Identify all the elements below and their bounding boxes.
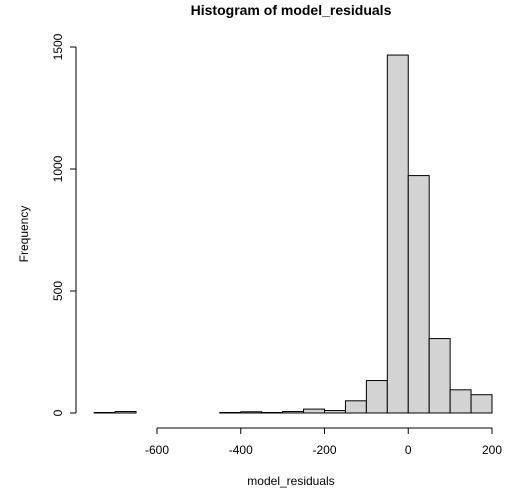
x-axis-label: model_residuals [247, 474, 334, 488]
y-tick-label: 1000 [51, 155, 65, 182]
x-tick-label: -600 [145, 443, 169, 457]
histogram-bar [449, 389, 472, 414]
y-axis-label: Frequency [17, 206, 31, 263]
histogram-bar [428, 338, 451, 414]
x-tick-label: -200 [312, 443, 336, 457]
chart-title: Histogram of model_residuals [191, 2, 392, 18]
histogram-bar [324, 410, 346, 414]
y-tick-label: 1500 [51, 33, 65, 60]
histogram-bar [114, 411, 137, 414]
histogram-bar [282, 411, 305, 414]
x-tick-label: 0 [405, 443, 412, 457]
y-tick-label: 0 [51, 409, 65, 416]
histogram-bar [344, 400, 367, 414]
histogram-bar [386, 54, 409, 414]
histogram-bar [470, 394, 493, 414]
bars-group [93, 54, 493, 414]
histogram-bar [407, 175, 430, 414]
histogram-bar [303, 408, 325, 414]
histogram-bar [365, 380, 388, 414]
x-axis: -600 -400 -200 0 200 [145, 427, 502, 457]
y-tick-label: 500 [51, 281, 65, 301]
histogram-bar [240, 411, 263, 414]
x-tick-label: 200 [482, 443, 502, 457]
x-tick-label: -400 [229, 443, 253, 457]
y-axis: 0 500 1000 1500 [51, 33, 77, 416]
